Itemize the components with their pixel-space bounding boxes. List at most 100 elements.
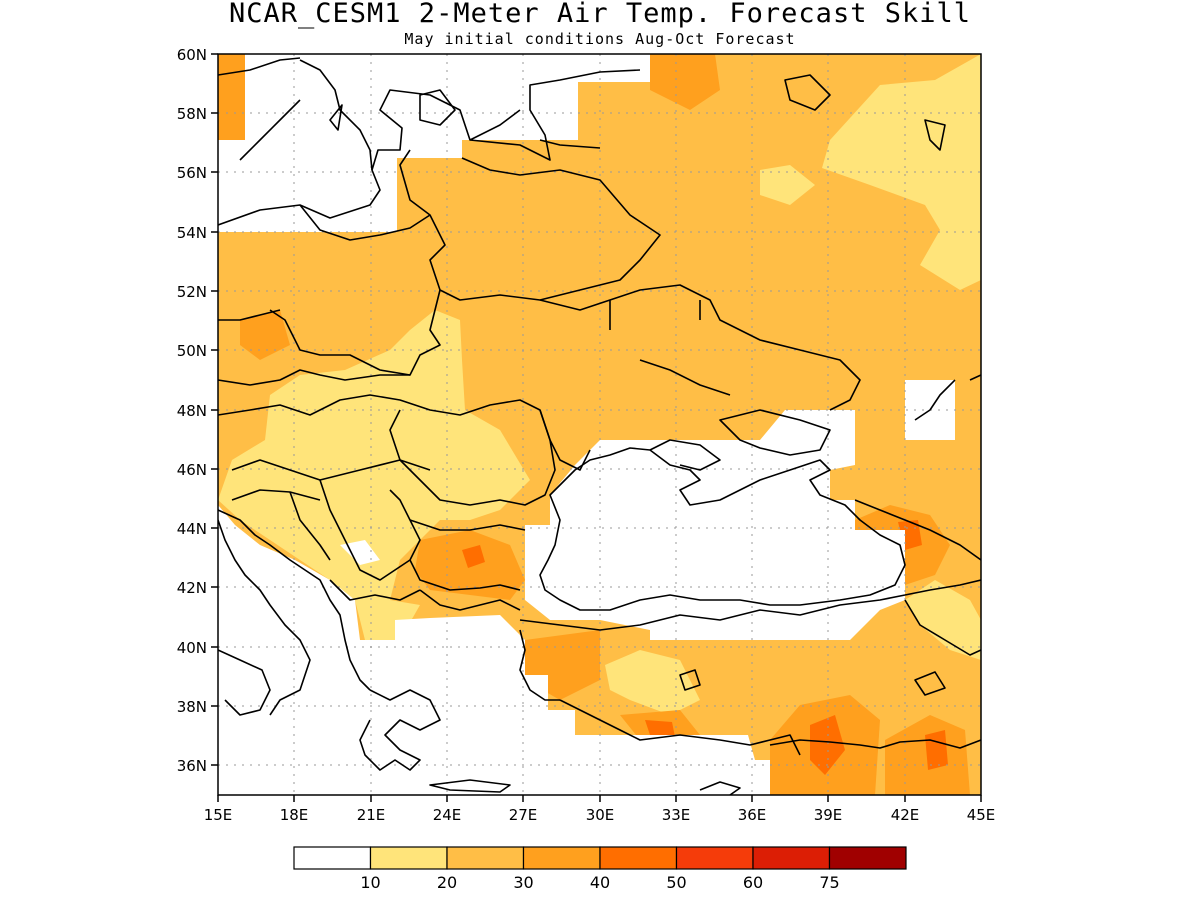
x-tick-label: 39E <box>814 806 843 824</box>
border-germany <box>218 309 281 321</box>
x-tick-label: 33E <box>662 806 691 824</box>
border-syria-iraq <box>769 739 981 749</box>
x-tick-label: 24E <box>433 806 462 824</box>
border-bosnia <box>289 491 331 561</box>
x-tick-label: 21E <box>357 806 386 824</box>
colorbar-label: 50 <box>666 873 686 892</box>
aland <box>419 89 456 126</box>
y-tick-label: 58N <box>177 105 207 123</box>
border-bulgaria <box>409 519 526 591</box>
mask-scandinavia <box>218 54 650 232</box>
border-austria-hungary <box>218 394 591 471</box>
colorbar-swatch <box>675 846 754 870</box>
skill-region-40-50-east <box>810 715 845 775</box>
x-tick-label: 30E <box>586 806 615 824</box>
greece-coast <box>359 689 441 771</box>
y-tick-label: 38N <box>177 698 207 716</box>
y-tick-labels: 36N 38N 40N 42N 44N 46N 48N 50N 52N 54N … <box>177 46 207 775</box>
border-belarus <box>399 149 661 301</box>
x-tick-label: 36E <box>738 806 767 824</box>
y-tick-label: 56N <box>177 164 207 182</box>
volga-line <box>639 359 731 396</box>
colorbar-swatch <box>293 846 372 870</box>
y-tick-label: 44N <box>177 520 207 538</box>
colorbar-swatch <box>828 846 907 870</box>
skill-region-40-50-turkey <box>645 720 675 737</box>
skill-region-30-40-n <box>650 54 720 110</box>
turkey-west-coast <box>519 629 560 701</box>
border-macedonia-greece <box>329 579 421 601</box>
colorbar-label: 60 <box>743 873 763 892</box>
skill-region-10-20-ne2 <box>760 165 815 205</box>
adriatic-coast <box>218 509 371 691</box>
colorbar-label: 40 <box>590 873 610 892</box>
skill-region-10-20-turkey <box>605 650 700 715</box>
norway-coast <box>239 99 301 161</box>
x-tick-labels: 15E 18E 21E 24E 27E 30E 33E 36E 39E 42E … <box>204 806 996 824</box>
gulf-finland <box>469 109 601 149</box>
map-title: NCAR_CESM1 2-Meter Air Temp. Forecast Sk… <box>229 0 971 29</box>
border-romania <box>389 409 556 506</box>
italy-boot <box>218 649 271 716</box>
black-sea-coast <box>539 447 906 611</box>
italy-coast <box>218 519 311 716</box>
caspian-coast <box>914 374 981 421</box>
mask-black-sea <box>525 410 905 640</box>
colorbar-swatch <box>752 846 831 870</box>
x-tick-label: 45E <box>967 806 996 824</box>
y-tick-label: 60N <box>177 46 207 64</box>
colorbar-label: 30 <box>513 873 533 892</box>
colorbar-swatch <box>446 846 525 870</box>
skill-region-40-50-east2 <box>925 730 948 770</box>
y-tick-label: 42N <box>177 579 207 597</box>
crete <box>429 779 511 793</box>
y-tick-label: 40N <box>177 639 207 657</box>
border-poland <box>269 204 441 376</box>
colorbar-label: 10 <box>360 873 380 892</box>
sweden-coast <box>299 59 373 171</box>
colorbar-swatch <box>599 846 678 870</box>
skill-region-30-40-czech <box>240 310 290 360</box>
x-tick-label: 27E <box>509 806 538 824</box>
lake-onega <box>924 119 946 151</box>
turkey-south-coast <box>559 699 801 756</box>
colorbar-label: 75 <box>819 873 839 892</box>
x-tick-label: 18E <box>280 806 309 824</box>
border-georgia <box>904 579 981 596</box>
lat-lon-grid <box>218 54 981 795</box>
border-caucasus <box>854 499 981 561</box>
skill-field <box>218 54 981 795</box>
y-tick-label: 54N <box>177 224 207 242</box>
lake-ladoga <box>784 74 831 111</box>
y-tick-label: 46N <box>177 461 207 479</box>
y-tick-label: 52N <box>177 283 207 301</box>
baltic-coast <box>218 69 641 226</box>
x-tick-label: 15E <box>204 806 233 824</box>
lake-tuz <box>679 669 701 691</box>
scandinavia-west <box>218 57 301 76</box>
lake-van <box>914 671 946 696</box>
crimea <box>649 439 721 471</box>
gotland <box>329 104 343 131</box>
coastlines-borders <box>218 57 981 795</box>
cyprus <box>699 781 741 795</box>
skill-region-10-20-central <box>218 310 530 640</box>
skill-region-40-50-bulgaria <box>462 545 485 568</box>
border-serbia <box>319 479 421 581</box>
mask-turkey-patch <box>650 615 780 640</box>
colorbar: 10 20 30 40 50 60 75 <box>293 846 907 892</box>
colorbar-swatch <box>522 846 601 870</box>
azov-sea <box>719 409 831 456</box>
border-ukraine <box>539 284 861 411</box>
mask-adriatic-gap <box>340 540 380 565</box>
skill-region-10-20-caucasus <box>905 580 981 660</box>
y-tick-label: 50N <box>177 342 207 360</box>
border-armenia <box>904 599 981 656</box>
mask-adriatic <box>218 505 770 795</box>
aegean-north <box>419 589 521 611</box>
axis-ticks <box>211 53 982 802</box>
colorbar-swatch <box>369 846 448 870</box>
colorbar-label: 20 <box>437 873 457 892</box>
border-czech <box>218 369 410 386</box>
